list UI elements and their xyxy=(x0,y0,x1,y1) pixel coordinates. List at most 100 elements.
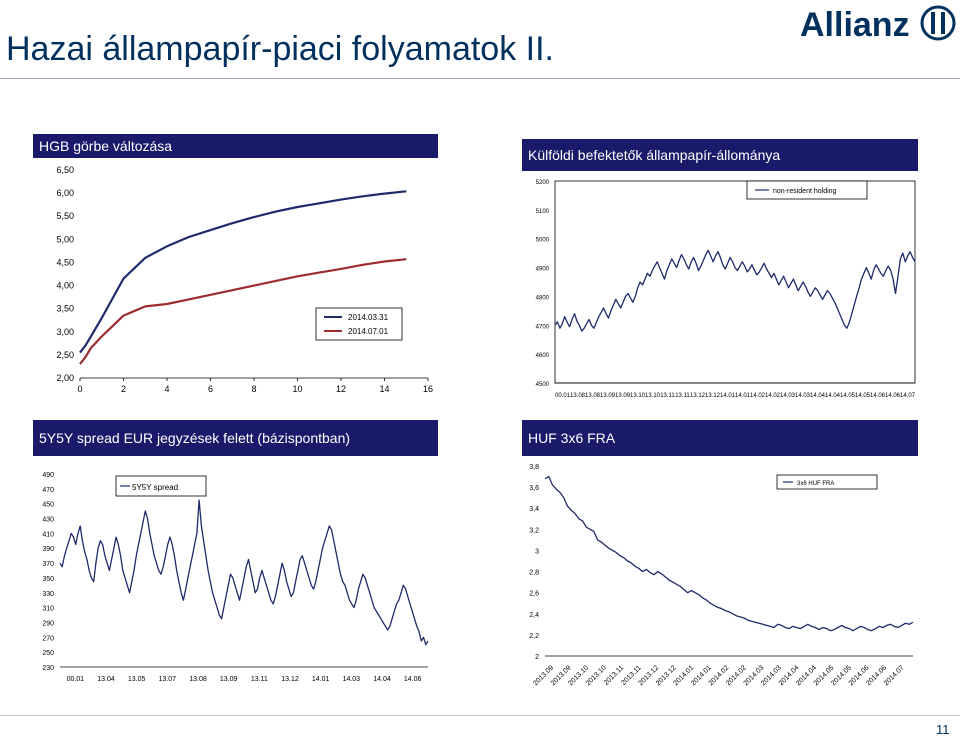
x-tick-label: 13.09 xyxy=(615,393,631,399)
y-tick-label: 310 xyxy=(42,606,54,613)
series-line-0 xyxy=(79,190,407,354)
x-tick-label: 14.02 xyxy=(765,393,781,399)
hgb-x-ticks: 0 2 4 6 8 10 12 14 16 xyxy=(77,378,433,394)
x-tick-label: 14.06 xyxy=(870,393,886,399)
y-tick-label: 3,8 xyxy=(529,464,539,471)
x-tick-label: 13.07 xyxy=(159,676,177,683)
fra-chart: 2 2,2 2,4 2,6 2,8 3 3,2 3,4 3,6 3,8 2013.092013.0… xyxy=(529,464,914,687)
spread-x-ticks: 00.01 13.04 13.05 13.07 13.08 13.09 13.11 13.12… xyxy=(67,676,422,683)
x-tick-label: 13.09 xyxy=(220,676,238,683)
x-tick-label: 13.05 xyxy=(128,676,146,683)
y-tick-label: 2,50 xyxy=(56,350,74,360)
spread-legend-label: 5Y5Y spread xyxy=(132,483,178,492)
x-tick-label: 0 xyxy=(77,384,82,394)
x-tick-label: 6 xyxy=(208,384,213,394)
x-tick-label: 13.12 xyxy=(281,676,299,683)
logo-bar-left xyxy=(931,12,935,34)
x-tick-label: 14.05 xyxy=(840,393,856,399)
y-tick-label: 5000 xyxy=(536,238,550,244)
x-tick-label: 13.08 xyxy=(570,393,586,399)
fra-header: HUF 3x6 FRA xyxy=(522,420,918,456)
y-tick-label: 450 xyxy=(42,502,54,509)
hgb-header: HGB görbe változása xyxy=(33,134,438,158)
x-tick-label: 13.08 xyxy=(189,676,207,683)
y-tick-label: 5200 xyxy=(536,180,550,186)
x-tick-label: 14.01 xyxy=(312,676,330,683)
spread-legend-box xyxy=(115,475,207,497)
y-tick-label: 4800 xyxy=(536,295,550,301)
fra-legend-box xyxy=(776,474,878,490)
x-tick-label: 13.04 xyxy=(97,676,115,683)
y-tick-label: 5100 xyxy=(536,209,550,215)
y-tick-label: 2,8 xyxy=(529,570,539,577)
hgb-series xyxy=(79,190,407,365)
y-tick-label: 2,2 xyxy=(529,633,539,640)
x-tick-label: 13.12 xyxy=(705,393,721,399)
fra-x-ticks: 2013.092013.092013.102013.102013.112013.… xyxy=(532,664,905,687)
x-tick-label: 14.03 xyxy=(795,393,811,399)
y-tick-label: 5,00 xyxy=(56,234,74,244)
y-tick-label: 2,6 xyxy=(529,591,539,598)
x-tick-label: 14.04 xyxy=(373,676,391,683)
y-tick-label: 290 xyxy=(42,620,54,627)
page-number: 11 xyxy=(936,722,950,737)
y-tick-label: 3,2 xyxy=(529,527,539,534)
x-tick-label: 14.06 xyxy=(404,676,422,683)
x-tick-label: 14.01 xyxy=(720,393,736,399)
allianz-logo-graphic: Allianz xyxy=(800,5,956,44)
series-line-0 xyxy=(59,499,429,646)
y-tick-label: 4600 xyxy=(536,353,550,359)
x-tick-label: 14.05 xyxy=(855,393,871,399)
x-tick-label: 14.03 xyxy=(780,393,796,399)
logo-bar-right xyxy=(941,12,945,34)
y-tick-label: 250 xyxy=(42,650,54,657)
kulfoldi-legend: non-resident holding xyxy=(746,180,868,200)
x-tick-label: 13.12 xyxy=(690,393,706,399)
y-tick-label: 2,00 xyxy=(56,373,74,383)
x-tick-label: 14.01 xyxy=(735,393,751,399)
x-tick-label: 13.10 xyxy=(630,393,646,399)
x-tick-label: 14.02 xyxy=(750,393,766,399)
x-tick-label: 14.07 xyxy=(900,393,916,399)
y-tick-label: 4500 xyxy=(536,382,550,388)
y-tick-label: 3,6 xyxy=(529,485,539,492)
y-tick-label: 6,00 xyxy=(56,188,74,198)
title-divider xyxy=(0,78,960,79)
x-tick-label: 14.04 xyxy=(810,393,826,399)
fra-series xyxy=(544,475,914,632)
fra-legend-label: 3x6 HUF FRA xyxy=(797,481,834,487)
y-tick-label: 350 xyxy=(42,576,54,583)
x-tick-label: 10 xyxy=(292,384,302,394)
hgb-y-ticks: 2,00 2,50 3,00 3,50 4,00 4,50 5,00 5,50 6,00 6,50 xyxy=(56,165,74,383)
y-tick-label: 4900 xyxy=(536,267,550,273)
spread-chart: 230 250 270 290 310 330 350 370 390 410 430 450 470 4… xyxy=(42,472,429,683)
x-tick-label: 14.04 xyxy=(825,393,841,399)
x-tick-label: 00.01 xyxy=(555,393,571,399)
x-tick-label: 13.09 xyxy=(600,393,616,399)
kulfoldi-y-ticks: 4500 4600 4700 4800 4900 5000 5100 5200 xyxy=(536,180,550,388)
y-tick-label: 330 xyxy=(42,591,54,598)
x-tick-label: 2 xyxy=(121,384,126,394)
y-tick-label: 270 xyxy=(42,635,54,642)
x-tick-label: 14.03 xyxy=(343,676,361,683)
spread-legend: 5Y5Y spread xyxy=(115,475,207,497)
logo-circle xyxy=(920,5,956,41)
fra-y-ticks: 2 2,2 2,4 2,6 2,8 3 3,2 3,4 3,6 3,8 xyxy=(529,464,539,661)
y-tick-label: 410 xyxy=(42,531,54,538)
x-tick-label: 13.11 xyxy=(251,676,268,683)
y-tick-label: 3 xyxy=(535,548,539,555)
y-tick-label: 6,50 xyxy=(56,165,74,175)
kulfoldi-series xyxy=(554,249,916,332)
hgb-legend-box xyxy=(315,307,403,341)
x-tick-label: 14.06 xyxy=(885,393,901,399)
y-tick-label: 3,00 xyxy=(56,327,74,337)
slide-title: Hazai állampapír-piaci folyamatok II. xyxy=(6,30,555,68)
x-tick-label: 00.01 xyxy=(67,676,85,683)
kulfoldi-grid xyxy=(554,180,916,384)
x-tick-label: 16 xyxy=(423,384,433,394)
logo-text: Allianz xyxy=(800,6,910,44)
hgb-legend-1: 2014.03.31 xyxy=(348,313,389,322)
x-tick-label: 8 xyxy=(251,384,256,394)
y-tick-label: 3,4 xyxy=(529,506,539,513)
y-tick-label: 430 xyxy=(42,517,54,524)
